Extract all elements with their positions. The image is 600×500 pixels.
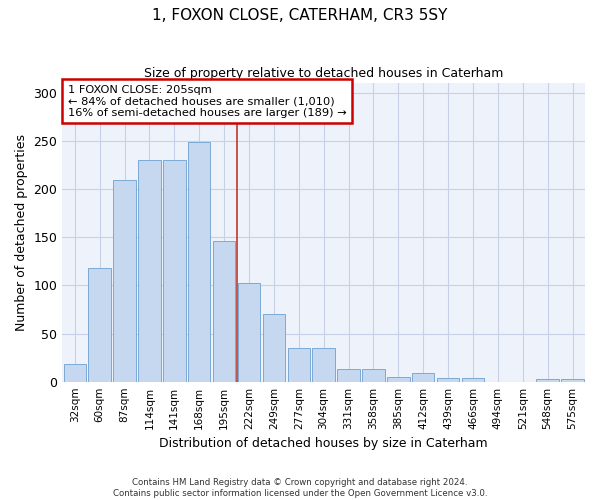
Bar <box>313 348 335 382</box>
Bar <box>88 268 111 382</box>
Bar <box>64 364 86 382</box>
Bar <box>562 379 584 382</box>
Bar <box>437 378 460 382</box>
Bar <box>337 369 360 382</box>
Text: 1, FOXON CLOSE, CATERHAM, CR3 5SY: 1, FOXON CLOSE, CATERHAM, CR3 5SY <box>152 8 448 22</box>
Text: 1 FOXON CLOSE: 205sqm
← 84% of detached houses are smaller (1,010)
16% of semi-d: 1 FOXON CLOSE: 205sqm ← 84% of detached … <box>68 84 346 117</box>
Bar <box>238 284 260 382</box>
Bar <box>213 241 235 382</box>
Bar <box>462 378 484 382</box>
Bar <box>536 379 559 382</box>
Bar <box>263 314 285 382</box>
Bar <box>188 142 211 382</box>
Bar <box>113 180 136 382</box>
Bar <box>412 373 434 382</box>
Bar <box>362 369 385 382</box>
Title: Size of property relative to detached houses in Caterham: Size of property relative to detached ho… <box>144 68 503 80</box>
Bar <box>163 160 185 382</box>
Bar <box>387 377 410 382</box>
Bar <box>138 160 161 382</box>
Y-axis label: Number of detached properties: Number of detached properties <box>15 134 28 331</box>
Bar <box>287 348 310 382</box>
Text: Contains HM Land Registry data © Crown copyright and database right 2024.
Contai: Contains HM Land Registry data © Crown c… <box>113 478 487 498</box>
X-axis label: Distribution of detached houses by size in Caterham: Distribution of detached houses by size … <box>160 437 488 450</box>
